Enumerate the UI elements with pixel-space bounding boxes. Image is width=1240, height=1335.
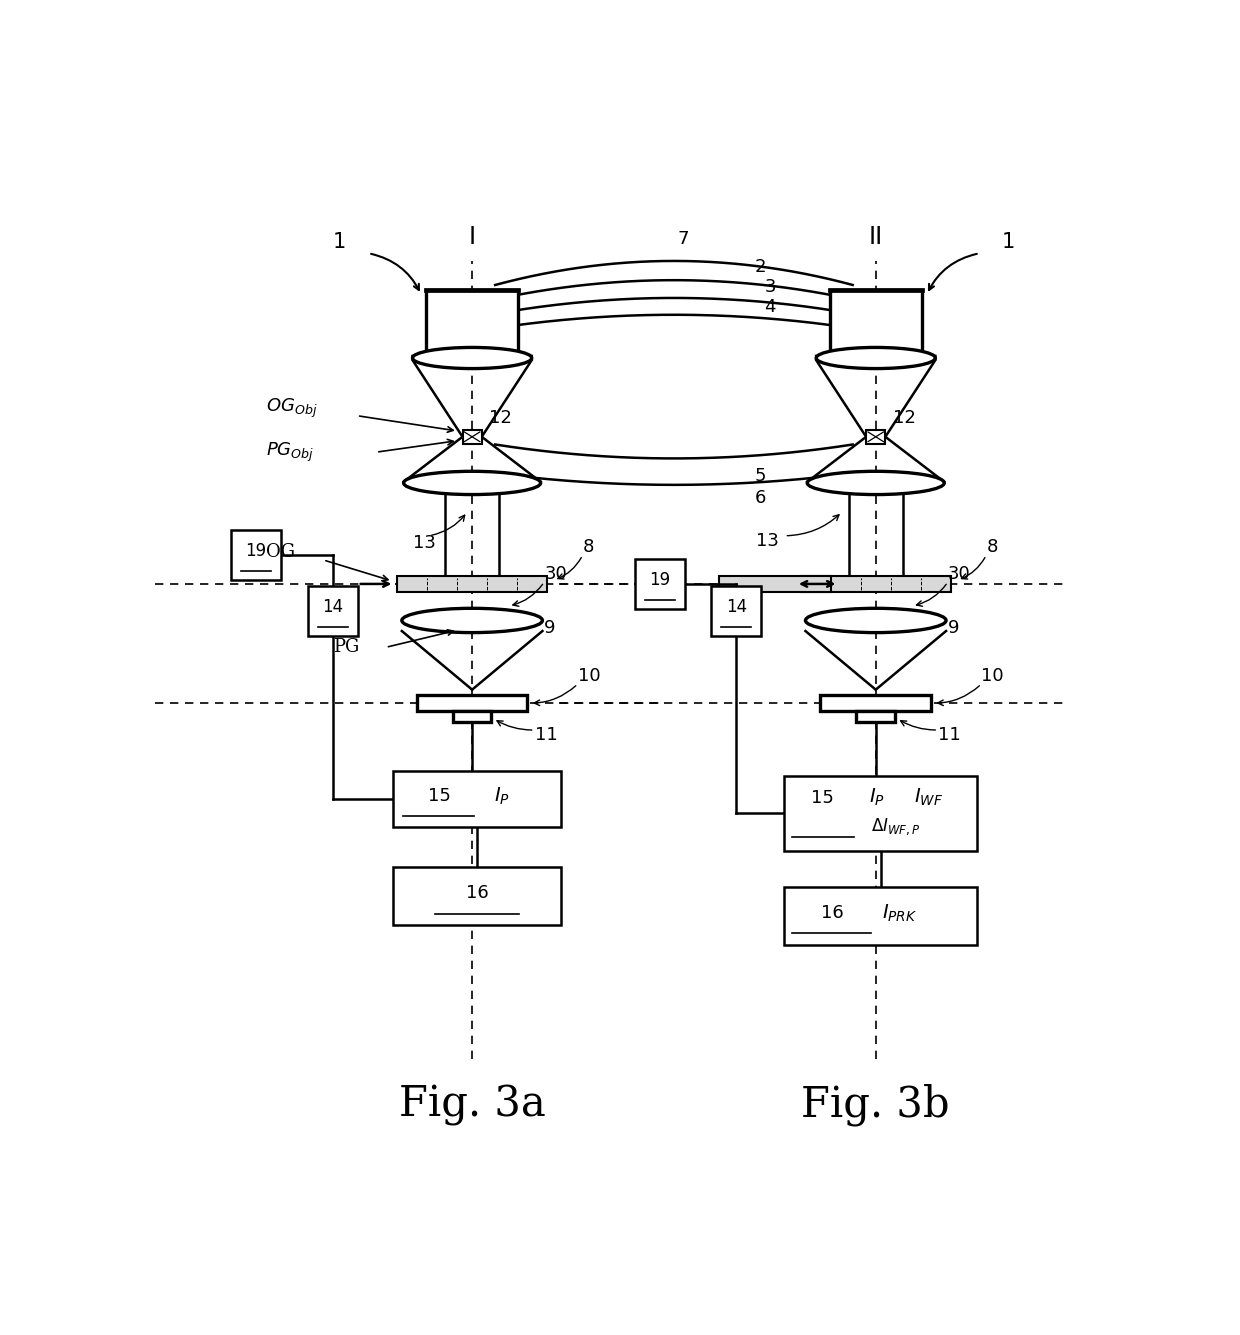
Text: 7: 7 <box>678 230 689 248</box>
Ellipse shape <box>403 471 541 494</box>
Bar <box>866 430 885 443</box>
Text: 9: 9 <box>544 619 556 637</box>
Bar <box>712 586 761 635</box>
Text: 10: 10 <box>578 668 600 685</box>
Text: 12: 12 <box>893 409 916 427</box>
Bar <box>719 577 831 591</box>
Text: 12: 12 <box>490 409 512 427</box>
Text: 4: 4 <box>764 298 776 316</box>
Text: 16: 16 <box>821 904 844 922</box>
Ellipse shape <box>413 347 532 368</box>
Text: 13: 13 <box>755 531 779 550</box>
Text: $I_P$: $I_P$ <box>495 786 510 806</box>
Text: 19: 19 <box>649 571 670 589</box>
Text: 5: 5 <box>755 467 766 485</box>
Bar <box>785 776 977 850</box>
Text: 8: 8 <box>986 538 998 557</box>
Text: 6: 6 <box>755 490 766 507</box>
Text: Fig. 3a: Fig. 3a <box>399 1084 546 1125</box>
Bar <box>830 290 921 352</box>
Bar <box>308 586 358 635</box>
Bar <box>857 710 895 721</box>
Text: $OG_{Obj}$: $OG_{Obj}$ <box>265 396 317 419</box>
Bar <box>231 530 281 581</box>
Text: $I_P$: $I_P$ <box>869 788 884 808</box>
Text: 15: 15 <box>811 789 835 806</box>
Text: 8: 8 <box>583 538 594 557</box>
Text: Fig. 3b: Fig. 3b <box>801 1084 950 1125</box>
Bar <box>635 559 684 609</box>
Text: PG: PG <box>332 638 360 657</box>
Text: 1: 1 <box>332 232 346 252</box>
Text: $\Delta I_{WF,P}$: $\Delta I_{WF,P}$ <box>872 816 920 837</box>
Bar <box>417 696 527 710</box>
Text: 15: 15 <box>429 788 451 805</box>
Text: 19: 19 <box>246 542 267 561</box>
Text: 30: 30 <box>544 565 567 583</box>
Ellipse shape <box>806 609 946 633</box>
Bar <box>821 696 931 710</box>
Ellipse shape <box>402 609 542 633</box>
Bar <box>463 430 481 443</box>
Text: OG: OG <box>265 543 295 561</box>
Text: 1: 1 <box>1002 232 1016 252</box>
Text: 16: 16 <box>465 884 489 902</box>
Bar <box>801 577 951 591</box>
Text: 10: 10 <box>982 668 1004 685</box>
Text: II: II <box>869 224 883 248</box>
Text: 11: 11 <box>534 726 557 744</box>
Text: $I_{PRK}$: $I_{PRK}$ <box>882 902 918 924</box>
Text: 2: 2 <box>755 258 766 276</box>
Bar <box>397 577 547 591</box>
Text: $PG_{Obj}$: $PG_{Obj}$ <box>265 441 314 463</box>
Bar <box>453 710 491 721</box>
Bar <box>393 868 560 925</box>
Text: 30: 30 <box>947 565 971 583</box>
Text: $I_{WF}$: $I_{WF}$ <box>914 788 944 808</box>
Bar <box>785 886 977 945</box>
Text: 14: 14 <box>725 598 746 615</box>
Text: 3: 3 <box>764 278 776 296</box>
Bar <box>393 772 560 828</box>
Text: 9: 9 <box>947 619 960 637</box>
Bar <box>427 290 518 352</box>
Ellipse shape <box>807 471 945 494</box>
Text: 11: 11 <box>939 726 961 744</box>
Text: I: I <box>469 224 476 248</box>
Text: 14: 14 <box>322 598 343 615</box>
Ellipse shape <box>816 347 935 368</box>
Text: 13: 13 <box>413 534 435 551</box>
